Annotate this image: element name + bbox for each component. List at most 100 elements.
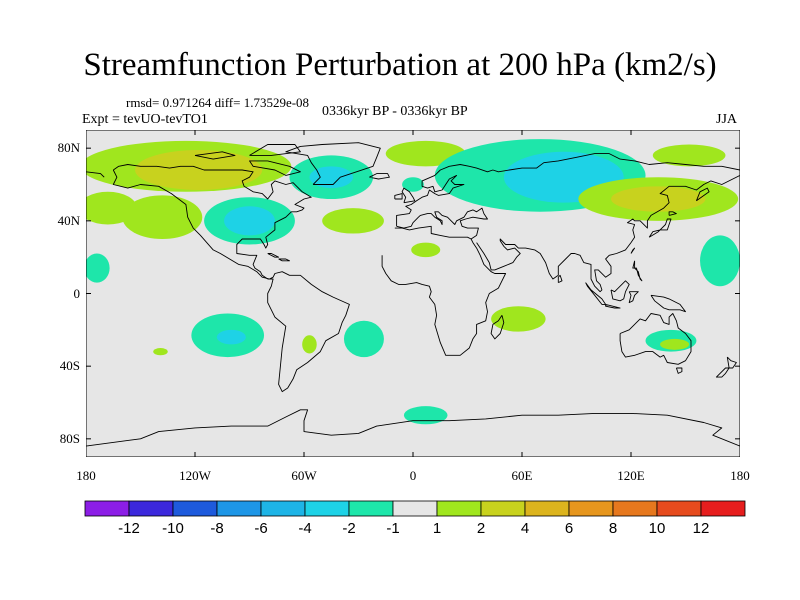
coastline-7 [401, 187, 416, 204]
west-pacific-negative-contour-0 [700, 235, 740, 287]
colorbar-box [524, 500, 570, 517]
coastline-14 [695, 187, 710, 202]
south-pacific-negative [191, 313, 265, 358]
coastline-1 [113, 164, 312, 280]
x-tick-label: 180 [730, 468, 750, 483]
coastline-3 [249, 160, 301, 176]
colorbar-label: 2 [477, 520, 485, 537]
colorbar-label: 8 [609, 520, 617, 537]
coastline-10 [86, 171, 105, 178]
colorbar: -12 -10 -8 -6 -4 -2 -1 1 2 4 6 8 10 12 [84, 500, 746, 537]
north-atlantic-positive-contour-0 [322, 208, 384, 234]
chart-title: Streamfunction Perturbation at 200 hPa (… [83, 47, 717, 83]
coastline-26 [619, 313, 692, 365]
coastline-29 [715, 367, 730, 378]
colorbar-label: 10 [649, 520, 666, 537]
coastline-31 [267, 253, 280, 258]
coastline-24 [650, 294, 686, 313]
colorbar-boxes [84, 500, 746, 517]
coastline-5 [194, 151, 236, 160]
coastline-layer [86, 142, 740, 447]
coastline-4 [249, 144, 301, 156]
south-pacific-small-positive-contour-0 [153, 348, 168, 356]
greenland-negative [289, 155, 374, 200]
coastline-12 [381, 238, 507, 356]
map-plot-area [86, 130, 740, 457]
coastline-32 [278, 258, 290, 262]
colorbar-box [348, 500, 394, 517]
coastline-20 [585, 282, 607, 305]
colorbar-box [568, 500, 614, 517]
colorbar-box [480, 500, 526, 517]
colorbar-label: -6 [254, 520, 267, 537]
colorbar-label: 4 [521, 520, 529, 537]
coastline-25 [632, 260, 643, 282]
south-pacific-small-positive [153, 348, 168, 356]
indian-ocean-positive-contour-0 [491, 306, 546, 332]
south-atlantic-negative [343, 320, 384, 358]
coastline-2 [285, 142, 381, 185]
colorbar-box [700, 500, 746, 517]
y-tick-label: 40S [59, 358, 80, 374]
antarctic-coast-negative-contour-0 [403, 406, 448, 425]
australia-south-negative-contour-1 [660, 338, 690, 350]
north-africa-positive [411, 242, 441, 258]
coastline-8 [394, 193, 403, 200]
colorbar-box [656, 500, 702, 517]
south-pacific-negative-contour-1 [216, 329, 246, 345]
colorbar-box [84, 500, 130, 517]
x-tick-label: 0 [409, 468, 417, 483]
colorbar-label: -2 [342, 520, 355, 537]
arctic-siberia-positive-contour-0 [652, 144, 726, 167]
coastline-17 [630, 247, 636, 254]
y-tick-label: 0 [73, 285, 81, 301]
south-atlantic-negative-contour-0 [343, 320, 384, 358]
colorbar-box [304, 500, 350, 517]
colorbar-label: 12 [693, 520, 710, 537]
colorbar-box [260, 500, 306, 517]
colorbar-label: -8 [210, 520, 223, 537]
colorbar-box [612, 500, 658, 517]
x-tick-label: 60W [291, 468, 317, 483]
north-atlantic-positive [322, 208, 384, 234]
colorbar-box [128, 500, 174, 517]
eurasia-positive-band [578, 177, 739, 221]
antarctic-coast-negative [403, 406, 448, 425]
east-pacific-negative [86, 253, 110, 283]
colorbar-labels: -12 -10 -8 -6 -4 -2 -1 1 2 4 6 8 10 12 [118, 520, 709, 537]
coastline-11 [394, 207, 488, 240]
x-tick-label: 120E [617, 468, 645, 483]
colorbar-label: -12 [118, 520, 140, 537]
season-label: JJA [716, 112, 738, 127]
colorbar-box [436, 500, 482, 517]
y-tick-label: 80S [59, 430, 80, 446]
coastline-22 [610, 280, 630, 302]
colorbar-label: -1 [386, 520, 399, 537]
greenland-negative-contour-1 [309, 166, 354, 189]
coastline-30 [86, 409, 740, 447]
coastline-9 [396, 153, 740, 227]
colorbar-box [172, 500, 218, 517]
coastline-27 [675, 367, 683, 374]
coastline-0 [112, 169, 350, 393]
eurasia-positive-band-contour-1 [611, 186, 706, 212]
coastline-21 [605, 303, 621, 309]
east-pacific-negative-contour-0 [86, 253, 110, 283]
coastline-23 [628, 291, 639, 304]
west-pacific-negative [700, 235, 740, 287]
colorbar-box [216, 500, 262, 517]
x-tick-label: 60E [511, 468, 533, 483]
north-africa-positive-contour-0 [411, 242, 441, 258]
arctic-siberia-positive [652, 144, 726, 167]
north-sea-negative [402, 177, 424, 192]
indian-ocean-positive [491, 306, 546, 332]
anomaly-fill-layer [86, 139, 740, 425]
colorbar-box [392, 500, 438, 517]
north-sea-negative-contour-0 [402, 177, 424, 192]
north-america-central-negative [204, 197, 295, 245]
coastline-19 [557, 274, 563, 284]
south-america-positive [302, 335, 317, 354]
colorbar-label: 6 [565, 520, 573, 537]
coastline-15 [648, 218, 672, 238]
south-america-positive-contour-0 [302, 335, 317, 354]
